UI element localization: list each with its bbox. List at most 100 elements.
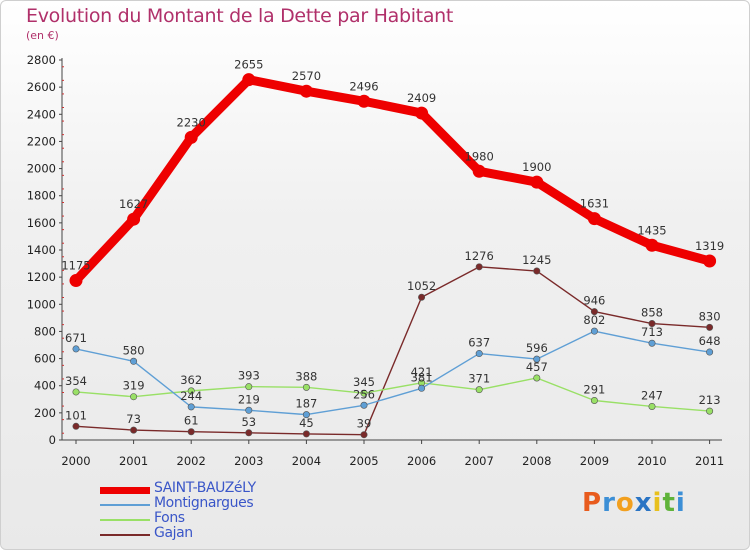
legend-swatch [100,504,150,506]
x-tick-label: 2005 [349,454,378,468]
data-point [360,401,368,409]
data-point [302,411,310,419]
x-tick-label: 2002 [177,454,206,468]
data-point [184,130,198,144]
data-label: 354 [65,374,87,388]
data-point [130,357,138,365]
data-point [533,355,541,363]
data-label: 219 [238,392,260,406]
data-label: 802 [583,313,605,327]
data-point [245,406,253,414]
chart-title: Evolution du Montant de la Dette par Hab… [26,5,454,27]
data-label: 2230 [177,115,206,129]
data-point [187,403,195,411]
data-point [475,386,483,394]
data-label: 319 [123,379,145,393]
data-point [587,212,601,226]
data-label: 1435 [637,223,666,237]
data-label: 345 [353,375,375,389]
data-label: 45 [299,416,314,430]
data-label: 858 [641,306,663,320]
legend-label: Gajan [154,525,193,541]
legend-swatch [100,487,150,494]
data-point [415,106,429,120]
data-label: 213 [699,393,721,407]
data-label: 1627 [119,197,148,211]
data-point [72,422,80,430]
y-tick-label: 2400 [27,107,56,121]
series-line-0 [71,75,715,286]
data-label: 713 [641,325,663,339]
data-point [302,383,310,391]
y-tick-label: 1200 [27,270,56,284]
x-tick-label: 2006 [407,454,436,468]
data-label: 1900 [522,160,551,174]
y-tick-label: 200 [34,406,56,420]
data-point [590,397,598,405]
data-label: 1276 [465,249,494,263]
data-point [187,387,195,395]
data-label: 53 [241,415,256,429]
data-label: 421 [411,365,433,379]
x-tick-label: 2011 [695,454,724,468]
data-label: 187 [295,397,317,411]
data-point [648,320,656,328]
data-label: 1052 [407,279,436,293]
data-point [645,238,659,252]
data-label: 244 [180,389,202,403]
data-label: 381 [411,370,433,384]
data-point [127,212,141,226]
x-tick-label: 2008 [522,454,551,468]
data-label: 256 [353,387,375,401]
x-tick-label: 2003 [234,454,263,468]
data-point [530,175,544,189]
data-point [590,308,598,316]
data-point [130,426,138,434]
data-label: 39 [357,417,372,431]
data-point [245,429,253,437]
y-tick-label: 2200 [27,134,56,148]
legend-swatch [100,519,150,521]
data-label: 73 [126,412,141,426]
data-point [130,393,138,401]
data-label: 671 [65,331,87,345]
chart-subtitle: (en €) [26,29,59,42]
data-label: 101 [65,408,87,422]
x-tick-label: 2009 [580,454,609,468]
data-label: 1980 [465,149,494,163]
data-label: 1319 [695,239,724,253]
data-point [360,389,368,397]
data-point [533,374,541,382]
data-label: 648 [699,334,721,348]
y-tick-label: 1000 [27,297,56,311]
data-label: 830 [699,309,721,323]
data-label: 580 [123,343,145,357]
data-point [69,274,83,288]
data-label: 247 [641,388,663,402]
legend-swatch [100,534,150,536]
x-tick-label: 2001 [119,454,148,468]
data-label: 61 [184,414,199,428]
legend-label: Fons [154,510,185,526]
data-label: 457 [526,360,548,374]
data-point [475,350,483,358]
data-point [472,164,486,178]
data-point [533,267,541,275]
x-tick-label: 2000 [61,454,90,468]
data-label: 1631 [580,197,609,211]
data-label: 393 [238,369,260,383]
data-point [302,430,310,438]
y-tick-label: 400 [34,379,56,393]
data-point [703,254,717,268]
series-line-1 [75,330,711,416]
y-tick-label: 2600 [27,80,56,94]
data-point [648,339,656,347]
data-label: 596 [526,341,548,355]
data-point [706,407,714,415]
y-tick-label: 1400 [27,243,56,257]
y-tick-label: 0 [49,433,56,447]
y-tick-label: 2000 [27,162,56,176]
data-point [418,384,426,392]
x-tick-label: 2004 [292,454,321,468]
data-point [706,348,714,356]
